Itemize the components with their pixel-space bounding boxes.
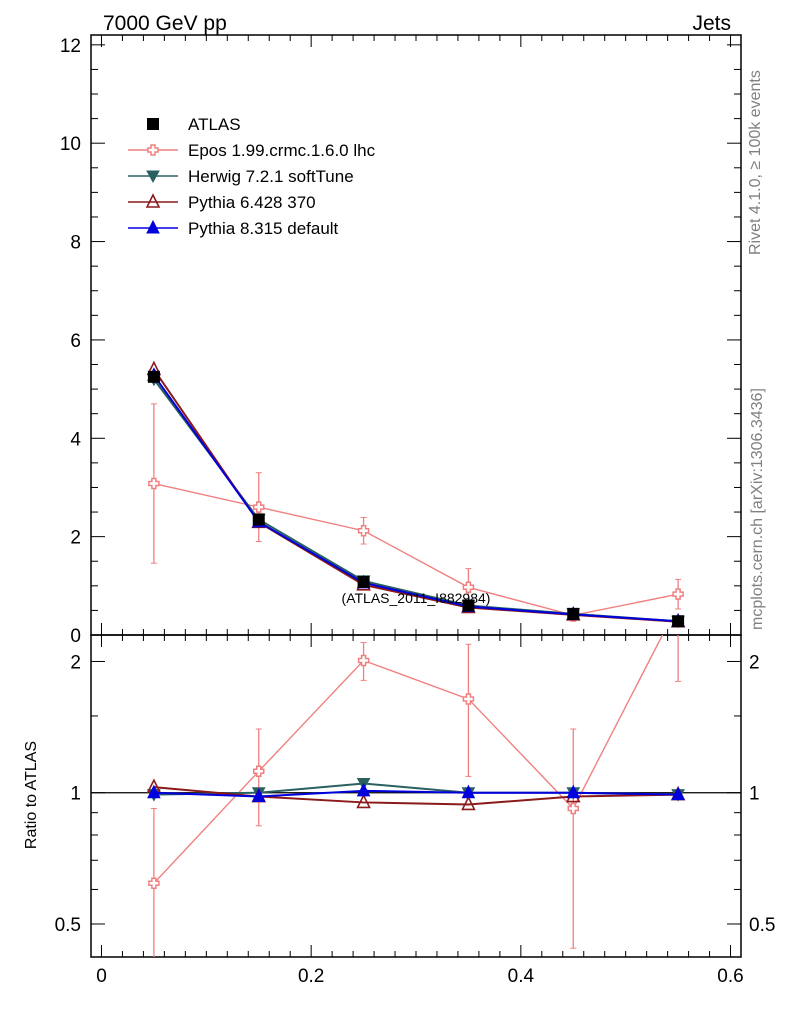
legend-entry: ATLAS: [147, 115, 241, 134]
ratio-tick-label: 0.5: [55, 915, 81, 936]
data-point: [148, 477, 160, 490]
ratio-tick-label-right: 0.5: [749, 915, 775, 936]
data-point: [252, 501, 265, 513]
data-point: [672, 588, 684, 600]
series-line: [153, 368, 679, 623]
ratio-point: [461, 795, 476, 811]
legend-marker: [145, 193, 161, 208]
ratio-line: [153, 635, 664, 884]
y-tick-label: 10: [60, 134, 81, 155]
series-pythia-6-428-370: [146, 360, 686, 628]
rivet-label: Rivet 4.1.0, ≥ 100k events: [747, 70, 764, 255]
data-point: [462, 581, 475, 594]
ratio-point: [251, 788, 266, 803]
legend-marker: [146, 219, 160, 234]
legend-entry: Epos 1.99.crmc.1.6.0 lhc: [128, 141, 376, 160]
header-process: Jets: [692, 12, 731, 35]
legend-label: Pythia 8.315 default: [188, 219, 339, 238]
series-epos-1-99-crmc-1-6-0-lhc: [148, 403, 684, 622]
ratio-point: [462, 693, 475, 705]
x-tick-label: 0.2: [298, 966, 324, 987]
legend-marker: [147, 118, 159, 130]
ratio-point: [356, 782, 371, 797]
ratio-point: [566, 784, 581, 799]
y-tick-label: 4: [70, 429, 81, 450]
data-point: [357, 524, 370, 537]
x-tick-label: 0.4: [508, 966, 535, 987]
header-title: 7000 GeV pp: [103, 12, 227, 35]
legend-entry: Pythia 6.428 370: [128, 193, 316, 212]
ratio-point: [671, 786, 685, 801]
legend-label: ATLAS: [188, 115, 241, 134]
ratio-series-herwig-7-2-1-softtune: [147, 777, 685, 802]
legend-label: Epos 1.99.crmc.1.6.0 lhc: [188, 141, 376, 160]
data-point: [462, 599, 475, 612]
y-tick-label: 6: [70, 331, 81, 352]
ratio-point: [357, 654, 370, 667]
ratio-tick-label: 2: [70, 652, 81, 673]
legend-marker: [147, 144, 159, 156]
legend-entry: Pythia 8.315 default: [128, 219, 339, 238]
ratio-panel: 0 0.2 0.4 0.6 0.5 0.5 1 1 2 2: [55, 634, 775, 987]
ratio-ylabel: Ratio to ATLAS: [23, 741, 40, 849]
ratio-point: [148, 877, 160, 889]
ratio-point: [461, 784, 476, 799]
legend-label: Pythia 6.428 370: [188, 193, 316, 212]
legend-marker: [146, 170, 160, 184]
data-point: [357, 575, 370, 588]
ratio-point: [147, 784, 161, 799]
data-point: [672, 615, 685, 628]
y-tick-label: 2: [70, 528, 81, 549]
ratio-point: [356, 793, 371, 809]
ratio-tick-label-right: 2: [749, 652, 760, 673]
series-line: [153, 378, 679, 623]
ratio-tick-label: 1: [70, 784, 81, 805]
series-line: [153, 482, 679, 617]
legend-label: Herwig 7.2.1 softTune: [188, 167, 354, 186]
data-point: [252, 513, 265, 526]
ratio-point: [567, 802, 580, 815]
series-line: [153, 374, 679, 623]
legend-entry: Herwig 7.2.1 softTune: [128, 167, 354, 186]
ratio-series-epos-1-99-crmc-1-6-0-lhc: [148, 635, 682, 957]
ratio-frame: [90, 634, 742, 958]
ratio-line: [153, 789, 679, 798]
x-tick-label: 0.6: [717, 966, 743, 987]
data-point: [147, 370, 160, 383]
ratio-tick-label-right: 1: [749, 784, 760, 805]
mcplots-label: mcplots.cern.ch [arXiv:1306.3436]: [749, 388, 766, 630]
data-point: [567, 607, 580, 620]
analysis-watermark: (ATLAS_2011_I882984): [342, 590, 491, 606]
series-atlas: [147, 370, 685, 628]
ratio-point: [252, 765, 265, 778]
y-tick-label: 12: [60, 36, 81, 57]
legend: ATLAS Epos 1.99.crmc.1.6.0 lhc Herwig 7.2.…: [128, 115, 376, 238]
ratio-series-pythia-8-315-default: [147, 782, 685, 803]
y-tick-label: 0: [70, 626, 81, 647]
series-pythia-8-315-default: [147, 367, 685, 627]
x-tick-label: 0: [96, 966, 107, 987]
y-tick-label: 8: [70, 233, 81, 254]
